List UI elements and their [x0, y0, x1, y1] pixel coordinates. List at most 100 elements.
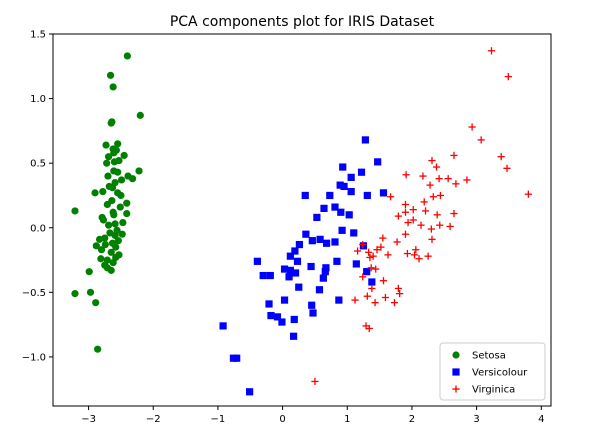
- data-point: [351, 296, 359, 304]
- data-point: [313, 213, 321, 222]
- data-point: [419, 172, 427, 180]
- data-point: [123, 199, 131, 207]
- legend-marker: [452, 385, 460, 393]
- chart-title: PCA components plot for IRIS Dataset: [170, 14, 435, 30]
- data-point: [347, 187, 355, 196]
- data-point: [347, 173, 355, 181]
- data-point: [359, 273, 367, 281]
- data-point: [95, 235, 104, 243]
- data-point: [273, 313, 282, 321]
- data-point: [363, 292, 371, 300]
- data-point: [295, 283, 303, 291]
- data-point: [404, 218, 412, 227]
- data-point: [345, 211, 353, 219]
- data-point: [285, 273, 293, 281]
- data-point: [403, 249, 412, 258]
- y-tick-label: 1.0: [30, 94, 46, 105]
- data-point: [371, 299, 379, 307]
- data-point: [259, 271, 267, 280]
- data-point: [374, 158, 382, 166]
- data-point: [415, 255, 423, 263]
- data-point: [339, 163, 347, 171]
- data-point: [110, 211, 118, 219]
- data-point: [350, 229, 358, 237]
- data-point: [286, 252, 294, 260]
- data-point: [417, 221, 425, 229]
- data-point: [105, 153, 113, 161]
- data-point: [97, 246, 106, 254]
- data-point: [266, 271, 274, 280]
- y-axis: −1.0 −0.5 0.0 0.5 1.0 1.5: [22, 30, 53, 363]
- data-point: [450, 151, 458, 160]
- data-point: [367, 264, 375, 272]
- data-point: [390, 299, 399, 307]
- data-point: [315, 286, 324, 294]
- data-point: [409, 216, 417, 224]
- data-point: [265, 300, 273, 308]
- legend-label: Setosa: [472, 351, 506, 362]
- x-axis: −3 −2 −1 0 1 2 3 4: [81, 406, 544, 425]
- x-tick-label: 4: [538, 414, 544, 425]
- data-point: [114, 168, 122, 176]
- data-point: [504, 73, 512, 81]
- data-point: [379, 189, 388, 197]
- legend: Setosa Versicolour Virginica: [439, 342, 546, 401]
- data-point: [377, 243, 385, 251]
- data-point: [433, 211, 441, 219]
- series-versicolour: [219, 136, 388, 396]
- data-point: [429, 193, 437, 201]
- data-point: [354, 247, 362, 255]
- data-point: [326, 191, 334, 200]
- legend-label: Virginica: [472, 385, 515, 396]
- data-point: [107, 266, 115, 274]
- data-point: [316, 235, 324, 243]
- y-tick-label: 0.0: [30, 223, 46, 234]
- data-point: [246, 388, 254, 396]
- data-point: [503, 164, 511, 172]
- data-point: [308, 301, 316, 309]
- data-point: [307, 262, 315, 271]
- data-point: [402, 171, 410, 179]
- data-point: [295, 240, 304, 249]
- data-point: [97, 255, 105, 263]
- data-point: [99, 187, 107, 196]
- data-point: [394, 284, 402, 293]
- data-point: [107, 248, 115, 256]
- data-point: [333, 257, 341, 265]
- data-point: [321, 268, 329, 276]
- data-point: [302, 230, 310, 238]
- data-point: [446, 222, 454, 231]
- data-point: [335, 296, 343, 304]
- data-point: [112, 243, 120, 251]
- data-point: [497, 153, 505, 161]
- data-point: [71, 290, 79, 298]
- data-point: [289, 332, 298, 340]
- data-point: [102, 141, 110, 149]
- data-point: [452, 180, 460, 188]
- data-point: [428, 235, 436, 243]
- data-point: [369, 252, 377, 260]
- data-point: [92, 242, 100, 250]
- data-point: [365, 248, 373, 256]
- data-point: [412, 246, 420, 254]
- data-point: [291, 269, 300, 277]
- data-point: [444, 175, 452, 183]
- data-point: [105, 221, 113, 229]
- data-point: [435, 175, 443, 183]
- data-point: [450, 209, 458, 218]
- data-point: [286, 266, 294, 274]
- data-point: [280, 265, 289, 273]
- data-point: [487, 47, 496, 55]
- data-point: [280, 296, 289, 304]
- data-point: [267, 311, 275, 320]
- data-point: [368, 278, 376, 286]
- series-layer: [71, 47, 532, 396]
- data-point: [401, 200, 410, 209]
- data-point: [365, 324, 373, 333]
- data-point: [331, 238, 339, 246]
- data-point: [394, 212, 402, 220]
- data-point: [123, 209, 131, 218]
- data-point: [373, 246, 381, 254]
